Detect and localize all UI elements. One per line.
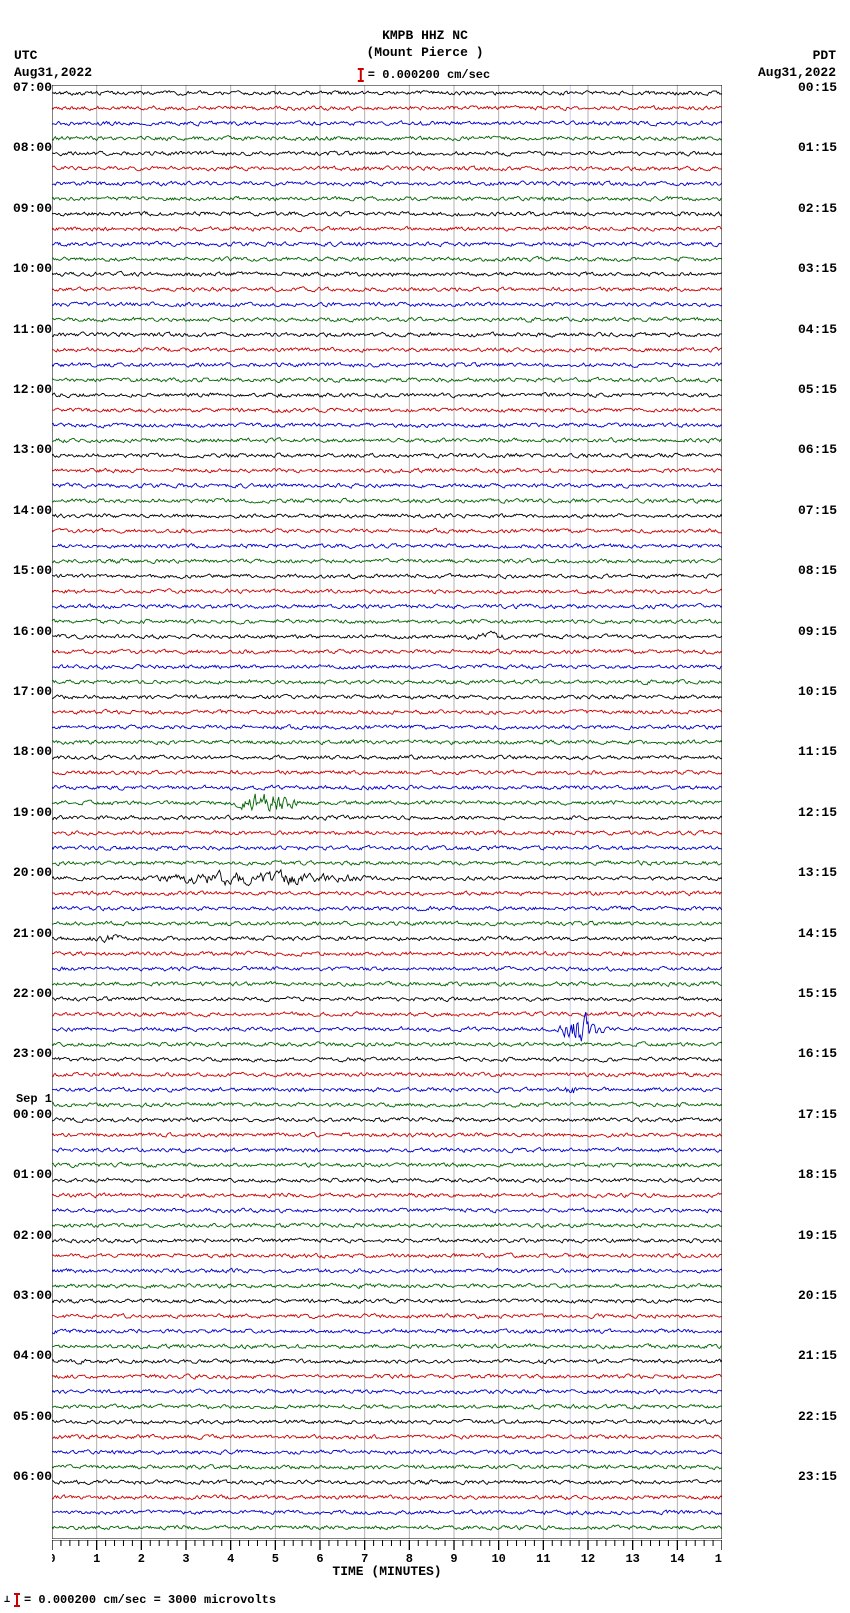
right-hour-label: 16:15: [798, 1046, 837, 1061]
right-hour-label: 09:15: [798, 624, 837, 639]
left-hour-label: 21:00: [13, 926, 52, 941]
left-hour-label: 13:00: [13, 442, 52, 457]
left-hour-label: 02:00: [13, 1228, 52, 1243]
tz-right: PDT Aug31,2022: [758, 48, 836, 82]
scale-label: = 0.000200 cm/sec: [368, 68, 490, 82]
tz-left: UTC Aug31,2022: [14, 48, 92, 82]
left-hour-label: 00:00: [13, 1107, 52, 1122]
left-hour-label: 18:00: [13, 744, 52, 759]
station-line2: (Mount Pierce ): [366, 45, 483, 62]
footer-tick-icon: ⊥: [4, 1594, 10, 1606]
right-hour-label: 18:15: [798, 1167, 837, 1182]
left-hour-label: 04:00: [13, 1348, 52, 1363]
footer-text: = 0.000200 cm/sec = 3000 microvolts: [24, 1593, 276, 1607]
left-time-axis: 07:0008:0009:0010:0011:0012:0013:0014:00…: [8, 85, 52, 1539]
right-hour-label: 11:15: [798, 744, 837, 759]
day-break-label: Sep 1: [16, 1092, 52, 1106]
svg-text:14: 14: [670, 1552, 684, 1566]
tz-right-name: PDT: [758, 48, 836, 65]
right-time-axis: 00:1501:1502:1503:1504:1505:1506:1507:15…: [798, 85, 842, 1539]
right-hour-label: 12:15: [798, 805, 837, 820]
left-hour-label: 11:00: [13, 322, 52, 337]
right-hour-label: 05:15: [798, 382, 837, 397]
svg-text:6: 6: [316, 1552, 323, 1566]
svg-text:1: 1: [93, 1552, 100, 1566]
svg-text:13: 13: [625, 1552, 639, 1566]
left-hour-label: 06:00: [13, 1469, 52, 1484]
svg-text:2: 2: [138, 1552, 145, 1566]
left-hour-label: 10:00: [13, 261, 52, 276]
header: KMPB HHZ NC (Mount Pierce ) UTC Aug31,20…: [0, 28, 850, 78]
right-hour-label: 10:15: [798, 684, 837, 699]
svg-text:0: 0: [52, 1552, 56, 1566]
right-hour-label: 19:15: [798, 1228, 837, 1243]
right-hour-label: 23:15: [798, 1469, 837, 1484]
right-hour-label: 08:15: [798, 563, 837, 578]
x-axis: 0123456789101112131415 TIME (MINUTES): [52, 1540, 722, 1590]
right-hour-label: 20:15: [798, 1288, 837, 1303]
right-hour-label: 13:15: [798, 865, 837, 880]
tz-left-name: UTC: [14, 48, 92, 65]
left-hour-label: 08:00: [13, 140, 52, 155]
left-hour-label: 12:00: [13, 382, 52, 397]
station-line1: KMPB HHZ NC: [366, 28, 483, 45]
scale-bar-icon: [360, 68, 362, 82]
left-hour-label: 03:00: [13, 1288, 52, 1303]
right-hour-label: 15:15: [798, 986, 837, 1001]
left-hour-label: 17:00: [13, 684, 52, 699]
station-title: KMPB HHZ NC (Mount Pierce ): [366, 28, 483, 62]
footer-scale: ⊥ = 0.000200 cm/sec = 3000 microvolts: [4, 1593, 276, 1607]
left-hour-label: 15:00: [13, 563, 52, 578]
svg-text:4: 4: [227, 1552, 234, 1566]
right-hour-label: 17:15: [798, 1107, 837, 1122]
svg-text:3: 3: [182, 1552, 189, 1566]
right-hour-label: 14:15: [798, 926, 837, 941]
left-hour-label: 19:00: [13, 805, 52, 820]
x-axis-label: TIME (MINUTES): [332, 1564, 441, 1579]
right-hour-label: 07:15: [798, 503, 837, 518]
left-hour-label: 23:00: [13, 1046, 52, 1061]
footer-scale-bar-icon: [16, 1593, 18, 1607]
svg-text:12: 12: [581, 1552, 595, 1566]
svg-text:11: 11: [536, 1552, 550, 1566]
right-hour-label: 02:15: [798, 201, 837, 216]
right-hour-label: 21:15: [798, 1348, 837, 1363]
left-hour-label: 01:00: [13, 1167, 52, 1182]
right-hour-label: 22:15: [798, 1409, 837, 1424]
svg-text:15: 15: [715, 1552, 722, 1566]
left-hour-label: 05:00: [13, 1409, 52, 1424]
left-hour-label: 16:00: [13, 624, 52, 639]
right-hour-label: 04:15: [798, 322, 837, 337]
left-hour-label: 20:00: [13, 865, 52, 880]
scale-indicator: = 0.000200 cm/sec: [360, 68, 490, 82]
left-hour-label: 09:00: [13, 201, 52, 216]
right-hour-label: 00:15: [798, 80, 837, 95]
seismogram-svg: [52, 85, 722, 1539]
svg-text:5: 5: [272, 1552, 279, 1566]
svg-text:9: 9: [450, 1552, 457, 1566]
right-hour-label: 03:15: [798, 261, 837, 276]
right-hour-label: 01:15: [798, 140, 837, 155]
left-hour-label: 22:00: [13, 986, 52, 1001]
left-hour-label: 07:00: [13, 80, 52, 95]
seismogram-plot: [52, 85, 722, 1539]
svg-text:10: 10: [491, 1552, 505, 1566]
right-hour-label: 06:15: [798, 442, 837, 457]
seismogram-container: KMPB HHZ NC (Mount Pierce ) UTC Aug31,20…: [0, 0, 850, 1613]
left-hour-label: 14:00: [13, 503, 52, 518]
